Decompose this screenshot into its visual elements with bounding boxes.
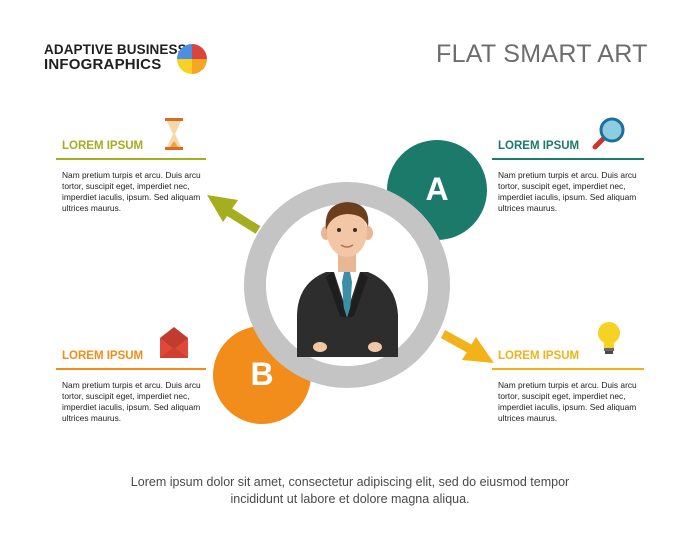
callout-bottom-left-text: Nam pretium turpis et arcu. Duis arcu to… [62,380,201,423]
footer-line-2: incididunt ut labore et dolore magna ali… [230,492,470,506]
arrow-to-bottom-right [440,330,494,363]
businessman-avatar-icon [297,202,398,357]
magnifier-icon [592,117,625,150]
callout-top-left-rule [56,158,206,160]
callout-top-right-title: LOREM IPSUM [498,140,580,152]
arrow-to-top-left [207,195,261,234]
envelope-icon [160,327,188,358]
callout-top-right-rule [492,158,644,160]
callout-top-left-text: Nam pretium turpis et arcu. Duis arcu to… [62,170,201,213]
callout-bottom-left-title: LOREM IPSUM [62,350,144,362]
brand-pie-logo-icon [177,44,207,74]
brand-subtitle: INFOGRAPHICS [44,56,162,73]
hourglass-icon [165,118,183,150]
callout-top-left-title: LOREM IPSUM [62,140,144,152]
callout-bottom-left-rule [56,368,206,370]
brand-title: ADAPTIVE BUSINESS [44,42,187,57]
center-ring [244,182,450,388]
callout-bottom-right-title: LOREM IPSUM [498,350,580,362]
option-a-letter: A [425,171,449,207]
callout-bottom-right-rule [492,368,644,370]
option-b-letter: B [250,356,274,392]
lightbulb-icon [598,322,620,354]
callout-bottom-right-text: Nam pretium turpis et arcu. Duis arcu to… [498,380,637,423]
page-title: FLAT SMART ART [436,40,648,68]
callout-top-right-text: Nam pretium turpis et arcu. Duis arcu to… [498,170,637,213]
footer-line-1: Lorem ipsum dolor sit amet, consectetur … [130,475,570,489]
